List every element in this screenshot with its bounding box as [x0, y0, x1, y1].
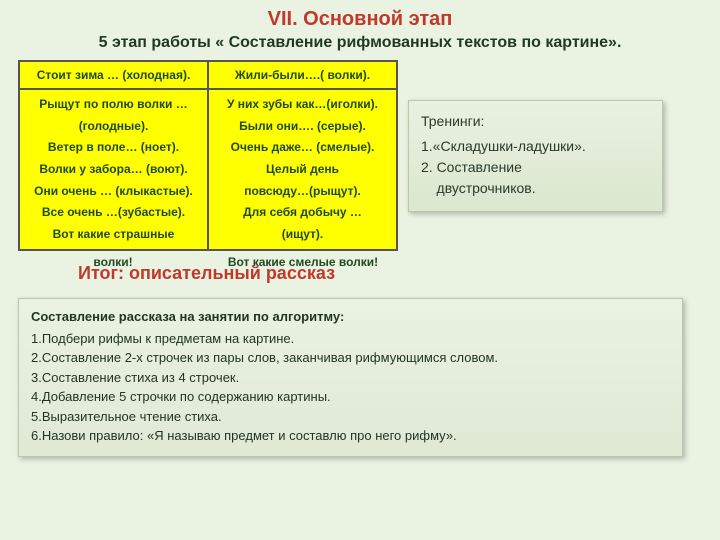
poem-line: (голодные). — [22, 116, 205, 138]
trainings-line: двустрочников. — [421, 178, 650, 199]
poem-line: повсюду…(рыщут). — [211, 181, 394, 203]
trainings-box: Тренинги: 1.«Складушки-ладушки». 2. Сост… — [408, 100, 663, 212]
poem-line: Для себя добычу … — [211, 202, 394, 224]
poem-line: Были они…. (серые). — [211, 116, 394, 138]
poem-line: Рыщут по полю волки … — [22, 94, 205, 116]
trainings-line: 1.«Складушки-ладушки». — [421, 136, 650, 157]
summary-label: Итог: описательный рассказ — [78, 263, 702, 284]
slide: VII. Основной этап 5 этап работы « Соста… — [0, 0, 720, 540]
algorithm-step: 1.Подбери рифмы к предметам на картине. — [31, 329, 670, 349]
trainings-title: Тренинги: — [421, 111, 650, 132]
poem-table: Стоит зима … (холодная). Жили-были….( во… — [18, 60, 398, 252]
algorithm-step: 3.Составление стиха из 4 строчек. — [31, 368, 670, 388]
poem-line: Вот какие страшные — [22, 224, 205, 246]
poem-body-right: У них зубы как…(иголки). Были они…. (сер… — [208, 89, 397, 250]
poem-line: Они очень … (клыкастые). — [22, 181, 205, 203]
main-title: VII. Основной этап — [18, 8, 702, 31]
trainings-line: 2. Составление — [421, 157, 650, 178]
poem-line: Волки у забора… (воют). — [22, 159, 205, 181]
poem-line: Очень даже… (смелые). — [211, 137, 394, 159]
poem-line: У них зубы как…(иголки). — [211, 94, 394, 116]
algorithm-step: 2.Составление 2-х строчек из пары слов, … — [31, 348, 670, 368]
poem-line: Ветер в поле… (ноет). — [22, 137, 205, 159]
poem-body-left: Рыщут по полю волки … (голодные). Ветер … — [19, 89, 208, 250]
poem-line: (ищут). — [211, 224, 394, 246]
algorithm-step: 6.Назови правило: «Я называю предмет и с… — [31, 426, 670, 446]
poem-block: Стоит зима … (холодная). Жили-были….( во… — [18, 60, 398, 270]
subtitle: 5 этап работы « Составление рифмованных … — [18, 33, 702, 54]
algorithm-title: Составление рассказа на занятии по алгор… — [31, 307, 670, 327]
poem-head-right: Жили-были….( волки). — [208, 61, 397, 89]
poem-line: Все очень …(зубастые). — [22, 202, 205, 224]
algorithm-step: 5.Выразительное чтение стиха. — [31, 407, 670, 427]
algorithm-box: Составление рассказа на занятии по алгор… — [18, 298, 683, 457]
algorithm-step: 4.Добавление 5 строчки по содержанию кар… — [31, 387, 670, 407]
poem-line: Целый день — [211, 159, 394, 181]
content-row: Стоит зима … (холодная). Жили-были….( во… — [18, 60, 702, 270]
poem-head-left: Стоит зима … (холодная). — [19, 61, 208, 89]
